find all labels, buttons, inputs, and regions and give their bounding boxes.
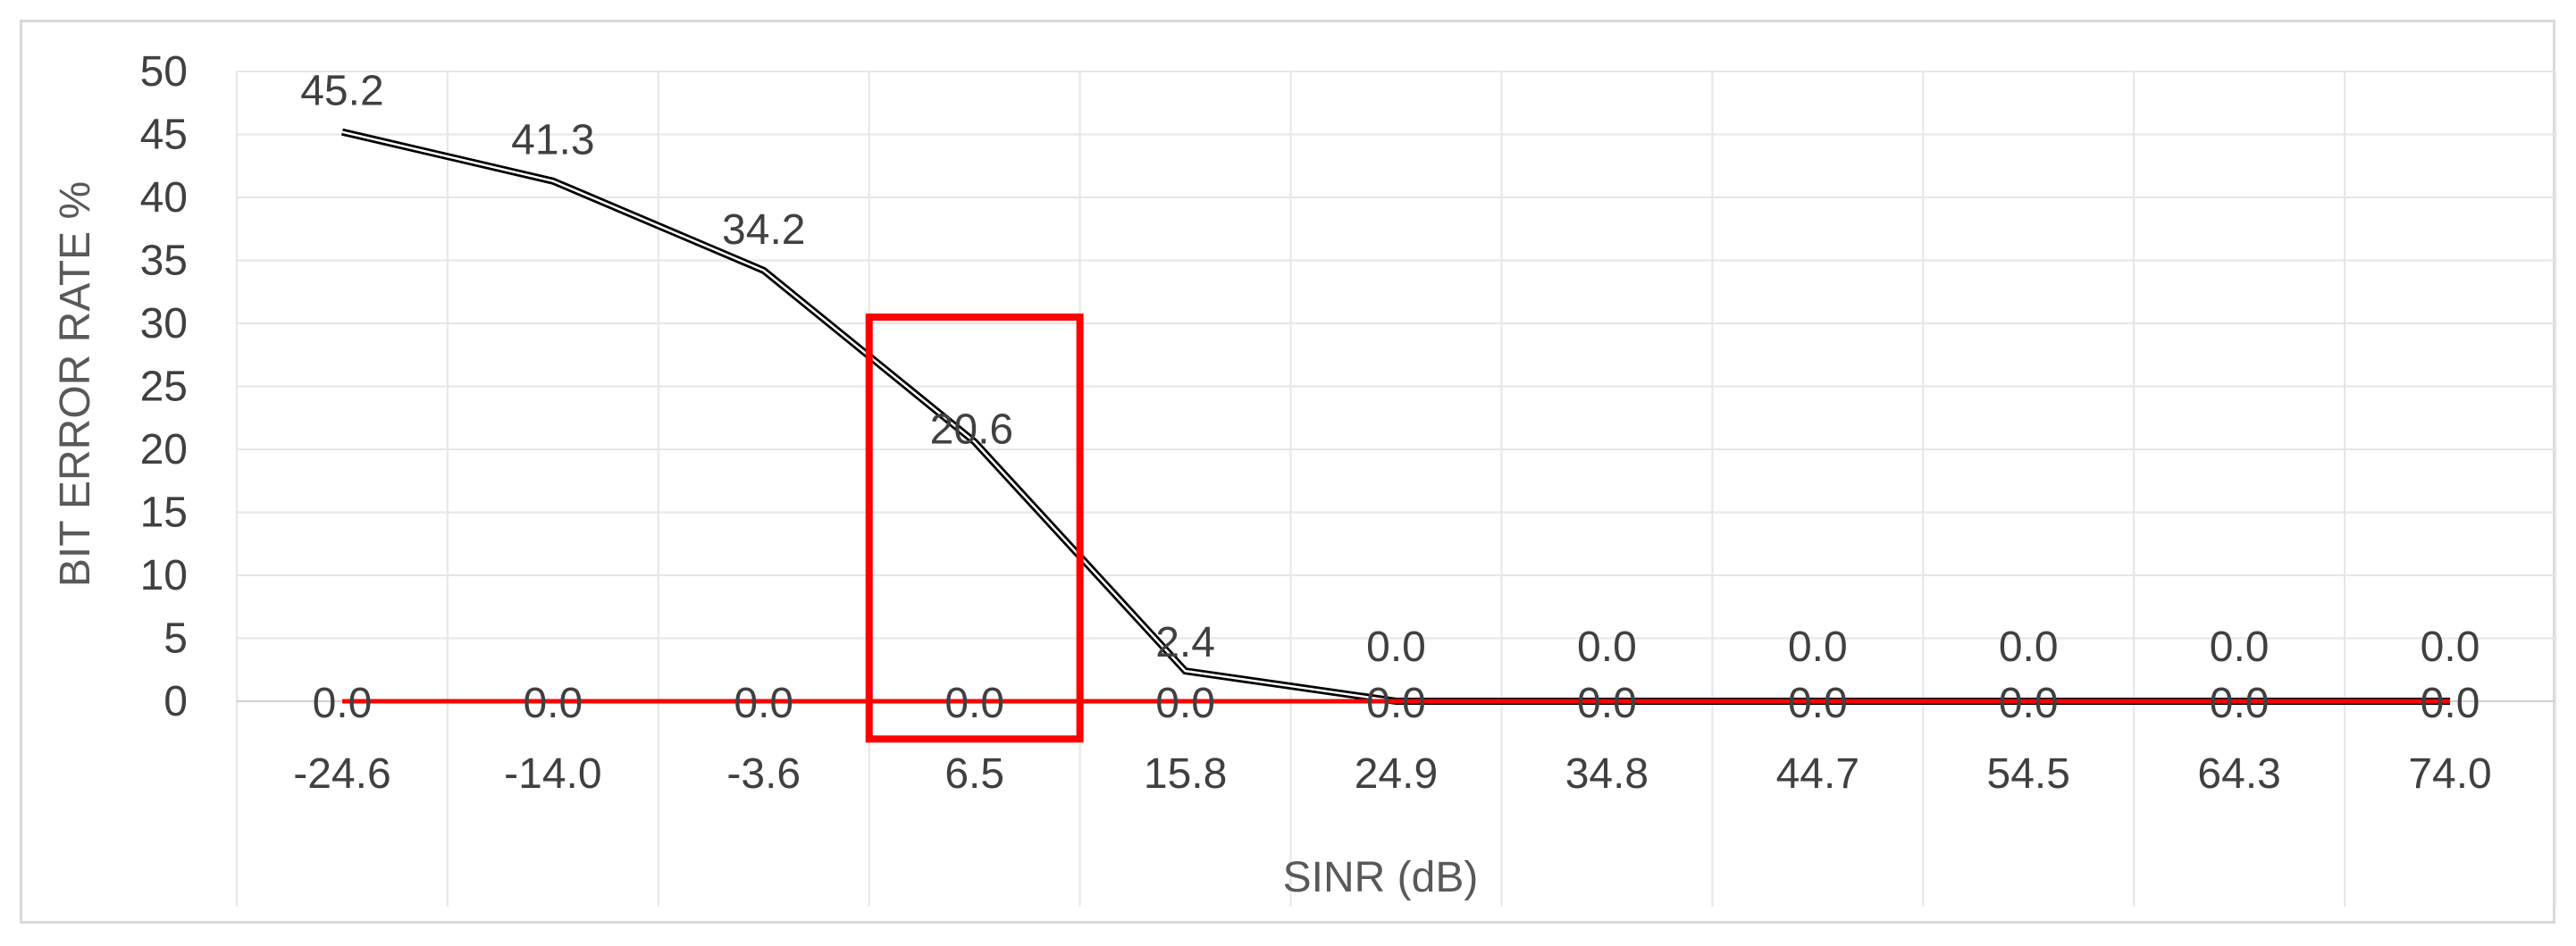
- chart-frame: [20, 20, 2555, 924]
- series-1-data-label: 0.0: [1788, 680, 1848, 727]
- series-1-data-label: 0.0: [313, 680, 373, 727]
- x-tick-label: 24.9: [1355, 750, 1438, 798]
- grid-lines: [236, 71, 2556, 907]
- series-0-data-label: 0.0: [2421, 624, 2480, 671]
- series-1-data-label: 0.0: [1577, 680, 1637, 727]
- x-axis-ticks: -24.6 -14.0 -3.6 6.5 15.8 24.9 34.8 44.7 54.5 64.…: [293, 750, 2492, 798]
- series-1-data-label: 0.0: [523, 680, 583, 727]
- series-0-data-label: 45.2: [300, 68, 383, 115]
- x-tick-label: -14.0: [504, 750, 601, 798]
- series-1-data-label: 0.0: [2210, 680, 2270, 727]
- y-axis-title: BIT ERROR RATE %: [52, 181, 99, 587]
- series-1-data-label: 0.0: [2421, 680, 2480, 727]
- series-0-data-label: 0.0: [1788, 624, 1848, 671]
- series-0-data-label: 34.2: [722, 206, 805, 254]
- x-tick-label: 54.5: [1987, 750, 2070, 798]
- x-tick-label: 44.7: [1776, 750, 1859, 798]
- x-tick-label: 6.5: [944, 750, 1004, 798]
- highlight-box: [865, 313, 1084, 743]
- series-1-data-label: 0.0: [944, 680, 1004, 727]
- x-tick-label: 74.0: [2408, 750, 2491, 798]
- y-tick-label: 45: [140, 112, 188, 159]
- series-0-data-label: 2.4: [1155, 619, 1215, 666]
- series-0-data-label: 41.3: [511, 117, 594, 164]
- y-tick-label: 25: [140, 364, 188, 411]
- series-0-data-label: 0.0: [1366, 624, 1426, 671]
- y-tick-label: 15: [140, 490, 188, 537]
- series-1-data-label: 0.0: [1366, 680, 1426, 727]
- x-tick-label: -3.6: [726, 750, 801, 798]
- series-0-data-label: 20.6: [930, 406, 1013, 454]
- series-1-data-label: 0.0: [1155, 680, 1215, 727]
- series-1-data-label: 0.0: [734, 680, 793, 727]
- y-axis-ticks: 0 5 10 15 20 25 30 35 40 45 50: [140, 48, 188, 725]
- series-0-data-label: 0.0: [2210, 624, 2270, 671]
- x-axis-title: SINR (dB): [1283, 854, 1479, 901]
- y-tick-label: 0: [164, 678, 188, 725]
- x-tick-label: 64.3: [2197, 750, 2280, 798]
- y-tick-label: 20: [140, 426, 188, 473]
- y-tick-label: 10: [140, 552, 188, 599]
- series-1-data-label: 0.0: [1999, 680, 2059, 727]
- series-0-data-label: 0.0: [1577, 624, 1637, 671]
- y-tick-label: 40: [140, 174, 188, 222]
- series-lines: [341, 128, 2451, 705]
- series-0-data-label: 0.0: [1999, 624, 2059, 671]
- x-tick-label: -24.6: [293, 750, 390, 798]
- y-tick-label: 5: [164, 615, 188, 663]
- x-tick-label: 15.8: [1144, 750, 1227, 798]
- y-tick-label: 50: [140, 48, 188, 96]
- x-tick-label: 34.8: [1565, 750, 1649, 798]
- data-labels: 45.2 41.3 34.2 20.6 2.4 0.0 0.0 0.0 0.0 0.0 0.0 0.0…: [300, 68, 2480, 727]
- y-tick-label: 35: [140, 238, 188, 285]
- annotations: [865, 313, 1084, 743]
- y-tick-label: 30: [140, 300, 188, 347]
